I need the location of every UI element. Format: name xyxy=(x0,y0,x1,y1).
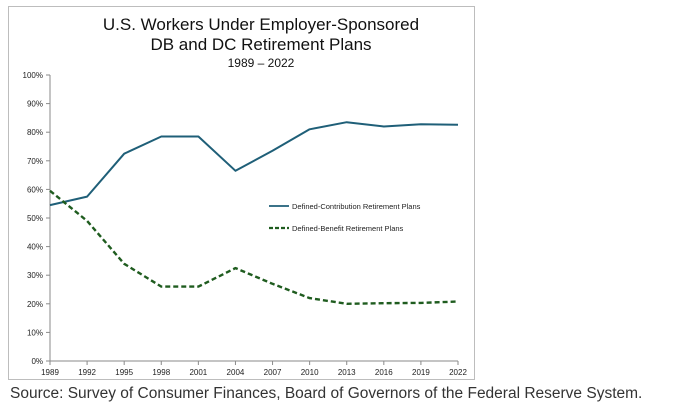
chart-title-line1: U.S. Workers Under Employer-Sponsored xyxy=(103,15,419,34)
y-tick-label: 100% xyxy=(23,71,43,80)
x-tick-label: 1989 xyxy=(41,368,59,377)
y-tick-label: 10% xyxy=(27,328,43,337)
db-plans-line xyxy=(49,189,459,305)
y-tick-label: 90% xyxy=(27,100,43,109)
y-tick-label: 20% xyxy=(27,300,43,309)
y-tick-label: 0% xyxy=(31,357,43,366)
x-tick-label: 2022 xyxy=(449,368,467,377)
x-tick-label: 1992 xyxy=(78,368,96,377)
x-tick-label: 2001 xyxy=(189,368,207,377)
x-tick-label: 2019 xyxy=(412,368,430,377)
y-tick-label: 70% xyxy=(27,157,43,166)
legend-label: Defined-Contribution Retirement Plans xyxy=(292,202,421,211)
x-tick-label: 2010 xyxy=(301,368,319,377)
x-tick-label: 2016 xyxy=(375,368,393,377)
chart-subtitle: 1989 – 2022 xyxy=(228,56,295,70)
legend-label: Defined-Benefit Retirement Plans xyxy=(292,224,404,233)
chart-frame: U.S. Workers Under Employer-Sponsored DB… xyxy=(8,6,475,380)
y-tick-label: 30% xyxy=(27,271,43,280)
chart-legend: Defined-Contribution Retirement Plans Def… xyxy=(269,202,421,233)
x-tick-label: 2007 xyxy=(264,368,282,377)
x-tick-label: 1995 xyxy=(115,368,133,377)
chart-title-line2: DB and DC Retirement Plans xyxy=(150,35,371,54)
line-chart: U.S. Workers Under Employer-Sponsored DB… xyxy=(23,15,468,377)
dc-plans-line xyxy=(49,121,459,207)
x-tick-label: 2013 xyxy=(338,368,356,377)
source-note: Source: Survey of Consumer Finances, Boa… xyxy=(10,385,643,402)
y-tick-label: 80% xyxy=(27,128,43,137)
y-tick-label: 60% xyxy=(27,185,43,194)
x-tick-label: 1998 xyxy=(152,368,170,377)
x-tick-label: 2004 xyxy=(227,368,245,377)
y-tick-label: 50% xyxy=(27,214,43,223)
y-tick-label: 40% xyxy=(27,243,43,252)
